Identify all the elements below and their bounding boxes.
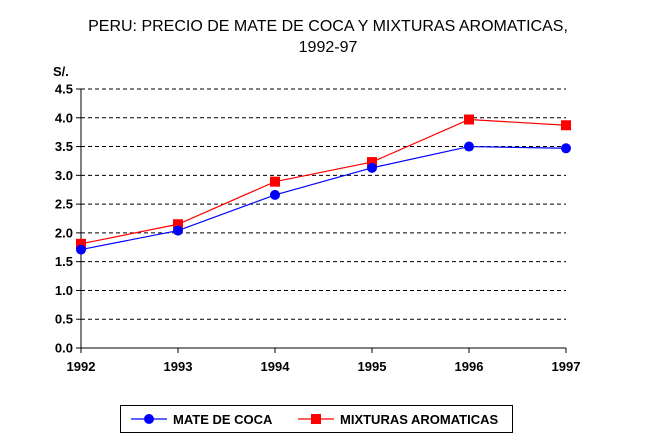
y-tick-label: 4.0 — [55, 110, 73, 125]
legend-swatch-mate-de-coca — [131, 414, 167, 424]
x-tick-label: 1996 — [455, 359, 484, 374]
y-tick-label: 1.5 — [55, 254, 73, 269]
data-point-mate-de-coca — [270, 189, 280, 200]
series-markers — [76, 114, 571, 255]
data-point-mixturas-aromaticas — [464, 114, 474, 125]
legend-item-mixturas-aromaticas: MIXTURAS AROMATICAS — [298, 406, 498, 432]
y-tick-label: 2.0 — [55, 225, 73, 240]
y-tick-label: 3.5 — [55, 139, 73, 154]
data-point-mate-de-coca — [173, 225, 183, 236]
chart-title: PERU: PRECIO DE MATE DE COCA Y MIXTURAS … — [88, 18, 568, 35]
data-point-mate-de-coca — [464, 141, 474, 152]
x-tick-label: 1995 — [358, 359, 387, 374]
data-point-mate-de-coca — [561, 143, 571, 154]
series-line-mate-de-coca — [80, 145, 567, 251]
y-tick-label: 0.0 — [55, 341, 73, 356]
legend-label-mixturas-aromaticas: MIXTURAS AROMATICAS — [340, 411, 499, 427]
data-point-mixturas-aromaticas — [561, 120, 571, 131]
legend-item-mate-de-coca: MATE DE COCA — [131, 406, 272, 432]
series-line-mixturas-aromaticas — [80, 118, 567, 245]
x-tick-label: 1997 — [552, 359, 581, 374]
x-tick-label: 1994 — [261, 359, 291, 374]
data-point-mixturas-aromaticas — [367, 157, 377, 168]
legend: MATE DE COCA MIXTURAS AROMATICAS — [120, 405, 513, 433]
y-tick-label: 1.0 — [55, 283, 73, 298]
chart-subtitle: 1992-97 — [298, 39, 358, 56]
y-tick-labels: 0.0 0.5 1.0 1.5 2.0 2.5 3.0 3.5 4.0 4.5 — [55, 82, 73, 356]
series-lines — [80, 118, 567, 251]
legend-label-mate-de-coca: MATE DE COCA — [173, 411, 273, 427]
data-point-mixturas-aromaticas — [270, 176, 280, 187]
axes — [76, 88, 567, 353]
y-tick-label: 2.5 — [55, 197, 73, 212]
y-tick-label: 0.5 — [55, 312, 73, 327]
grid-lines — [81, 88, 566, 320]
data-point-mate-de-coca — [76, 244, 86, 255]
x-tick-labels: 1992 1993 1994 1995 1996 1997 — [67, 359, 581, 374]
y-tick-label: 4.5 — [55, 82, 73, 97]
legend-swatch-mixturas-aromaticas — [298, 414, 334, 424]
data-point-mixturas-aromaticas — [76, 238, 86, 249]
data-point-mixturas-aromaticas — [173, 219, 183, 230]
y-axis-label: S/. — [53, 64, 69, 79]
y-tick-label: 3.0 — [55, 168, 73, 183]
data-point-mate-de-coca — [367, 162, 377, 173]
x-tick-label: 1992 — [67, 359, 96, 374]
x-tick-label: 1993 — [164, 359, 193, 374]
